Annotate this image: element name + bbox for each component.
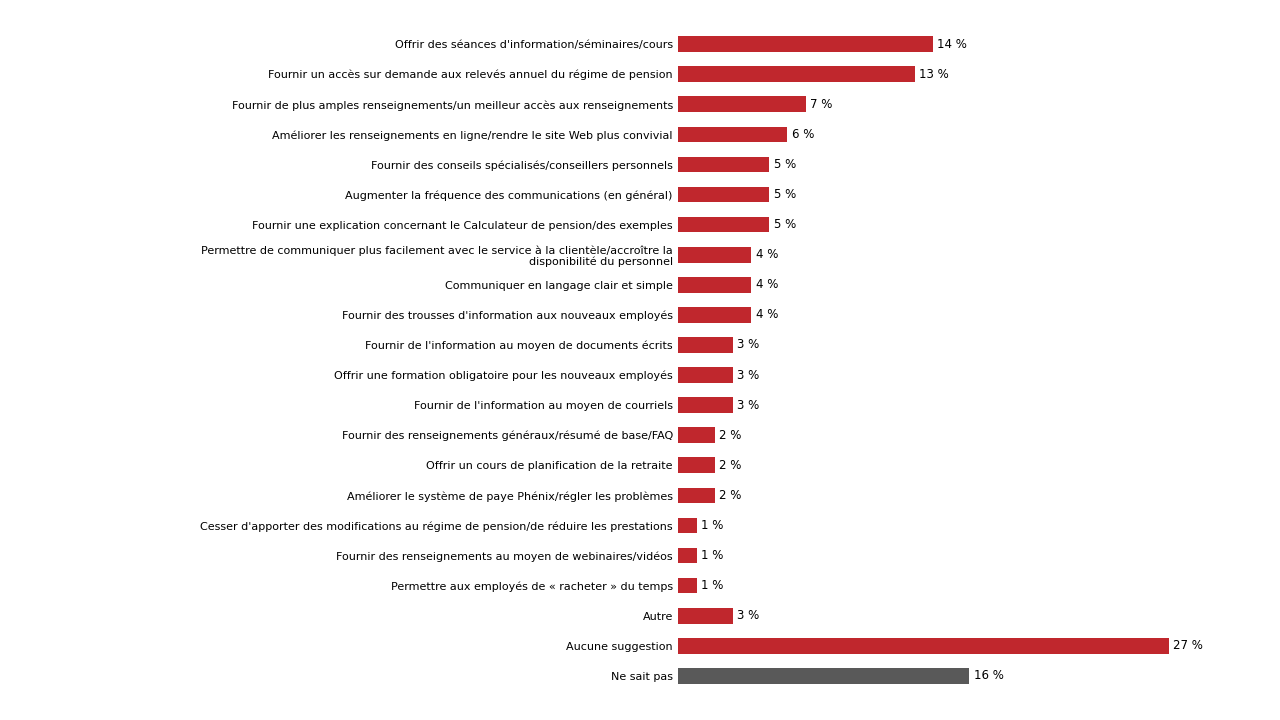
Text: 3 %: 3 % — [737, 399, 760, 412]
Text: 1 %: 1 % — [701, 519, 723, 532]
Bar — [678, 217, 769, 233]
Bar — [678, 638, 1169, 654]
Bar — [678, 397, 733, 413]
Text: 4 %: 4 % — [755, 279, 778, 292]
Text: 5 %: 5 % — [774, 218, 796, 231]
Bar — [678, 157, 769, 172]
Text: 1 %: 1 % — [701, 549, 723, 562]
Bar — [678, 548, 696, 563]
Bar — [678, 367, 733, 383]
Bar — [678, 668, 969, 684]
Text: 3 %: 3 % — [737, 609, 760, 622]
Bar — [678, 577, 696, 593]
Bar — [678, 96, 805, 112]
Text: 16 %: 16 % — [974, 670, 1004, 683]
Bar — [678, 66, 915, 82]
Text: 2 %: 2 % — [719, 428, 741, 441]
Text: 2 %: 2 % — [719, 489, 741, 502]
Bar — [678, 487, 714, 503]
Text: 6 %: 6 % — [792, 128, 814, 141]
Bar — [678, 36, 933, 52]
Bar — [678, 127, 787, 143]
Bar — [678, 337, 733, 353]
Text: 1 %: 1 % — [701, 579, 723, 592]
Text: 3 %: 3 % — [737, 338, 760, 351]
Bar — [678, 247, 751, 263]
Text: 5 %: 5 % — [774, 158, 796, 171]
Bar — [678, 608, 733, 624]
Bar — [678, 518, 696, 534]
Bar — [678, 307, 751, 323]
Text: 14 %: 14 % — [937, 37, 968, 50]
Text: 4 %: 4 % — [755, 308, 778, 321]
Text: 5 %: 5 % — [774, 188, 796, 201]
Text: 4 %: 4 % — [755, 248, 778, 261]
Text: 2 %: 2 % — [719, 459, 741, 472]
Text: 13 %: 13 % — [919, 68, 948, 81]
Bar — [678, 186, 769, 202]
Text: 3 %: 3 % — [737, 369, 760, 382]
Text: 7 %: 7 % — [810, 98, 832, 111]
Text: 27 %: 27 % — [1174, 639, 1203, 652]
Bar — [678, 277, 751, 292]
Bar — [678, 428, 714, 443]
Bar — [678, 457, 714, 473]
